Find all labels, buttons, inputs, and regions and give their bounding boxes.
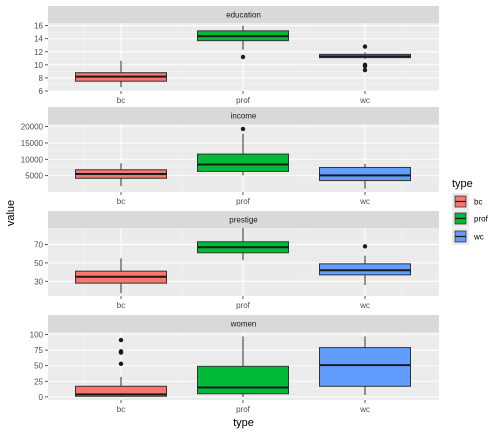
box-iqr bbox=[319, 347, 411, 387]
outlier-point bbox=[362, 63, 368, 69]
facet-strip-label: education bbox=[226, 11, 261, 20]
box-iqr bbox=[319, 166, 411, 182]
y-tick-label: 10 bbox=[34, 61, 43, 70]
x-tick-label: wc bbox=[359, 405, 370, 414]
y-axis-title: value bbox=[5, 200, 17, 226]
box-wc bbox=[319, 336, 411, 396]
x-tick-label: prof bbox=[236, 301, 251, 310]
x-tick-label: bc bbox=[117, 197, 125, 206]
outlier-point bbox=[118, 337, 124, 343]
legend-label: bc bbox=[474, 198, 482, 207]
box-prof bbox=[197, 228, 289, 261]
box-wc bbox=[319, 44, 411, 73]
y-tick-label: 5000 bbox=[25, 172, 43, 181]
x-tick-label: bc bbox=[117, 405, 125, 414]
box-prof bbox=[197, 25, 289, 60]
y-tick-label: 75 bbox=[34, 346, 43, 355]
y-tick-label: 8 bbox=[39, 74, 44, 83]
outlier-point bbox=[118, 350, 124, 355]
y-tick-label: 50 bbox=[34, 259, 43, 268]
outlier-point bbox=[240, 126, 246, 132]
facet-strip-label: income bbox=[231, 112, 257, 121]
facet-strip-label: women bbox=[230, 320, 257, 329]
facet-strip-label: prestige bbox=[229, 216, 258, 225]
y-tick-label: 25 bbox=[34, 377, 43, 386]
x-tick-label: bc bbox=[117, 96, 125, 105]
box-bc bbox=[75, 60, 167, 88]
legend-label: wc bbox=[473, 233, 484, 242]
y-tick-label: 30 bbox=[34, 277, 43, 286]
legend-key-wc: wc bbox=[452, 228, 484, 245]
y-tick-label: 14 bbox=[34, 35, 43, 44]
outlier-point bbox=[240, 54, 246, 60]
y-tick-label: 70 bbox=[34, 241, 43, 250]
facet-education: education 6 8 10 12 14 16 bc prof wc bbox=[34, 6, 439, 105]
facet-strip bbox=[48, 107, 439, 124]
box-bc bbox=[75, 337, 167, 397]
legend-title: type bbox=[452, 178, 473, 190]
x-tick-label: wc bbox=[359, 96, 370, 105]
x-tick-label: wc bbox=[359, 197, 370, 206]
x-tick-label: prof bbox=[236, 405, 251, 414]
facet-strip bbox=[48, 6, 439, 23]
y-tick-label: 15000 bbox=[21, 139, 44, 148]
outlier-point bbox=[362, 67, 368, 73]
facet-prestige: prestige 30 50 70 bc prof wc bbox=[34, 211, 439, 310]
box-bc bbox=[75, 258, 167, 294]
box-wc bbox=[319, 163, 411, 189]
x-tick-label: prof bbox=[236, 96, 251, 105]
box-iqr bbox=[197, 365, 289, 395]
y-tick-label: 20000 bbox=[21, 123, 44, 132]
y-tick-label: 6 bbox=[39, 87, 44, 96]
outlier-point bbox=[362, 244, 368, 249]
y-tick-label: 0 bbox=[39, 393, 44, 402]
y-tick-label: 16 bbox=[34, 22, 43, 31]
legend-key-bc: bc bbox=[452, 193, 482, 210]
y-tick-label: 100 bbox=[30, 330, 44, 339]
facet-strip bbox=[48, 315, 439, 332]
facet-women: women 0 25 50 75 100 bc prof wc bbox=[30, 315, 439, 414]
y-tick-label: 12 bbox=[34, 48, 43, 57]
x-tick-label: bc bbox=[117, 301, 125, 310]
x-tick-label: wc bbox=[359, 301, 370, 310]
x-tick-label: prof bbox=[236, 197, 251, 206]
legend-key-prof: prof bbox=[452, 210, 489, 227]
box-iqr bbox=[197, 153, 289, 172]
box-prof bbox=[197, 336, 289, 397]
box-wc bbox=[319, 244, 411, 285]
legend-label: prof bbox=[474, 215, 489, 224]
box-iqr bbox=[75, 385, 167, 397]
outlier-point bbox=[362, 44, 368, 49]
y-tick-label: 50 bbox=[34, 362, 43, 371]
x-axis-title: type bbox=[233, 417, 254, 429]
y-tick-label: 10000 bbox=[21, 155, 44, 164]
box-prof bbox=[197, 126, 289, 176]
facet-income: income 5000 10000 15000 20000 bc prof wc bbox=[21, 107, 439, 206]
box-bc bbox=[75, 163, 167, 187]
facet-strip bbox=[48, 211, 439, 228]
outlier-point bbox=[118, 361, 124, 367]
